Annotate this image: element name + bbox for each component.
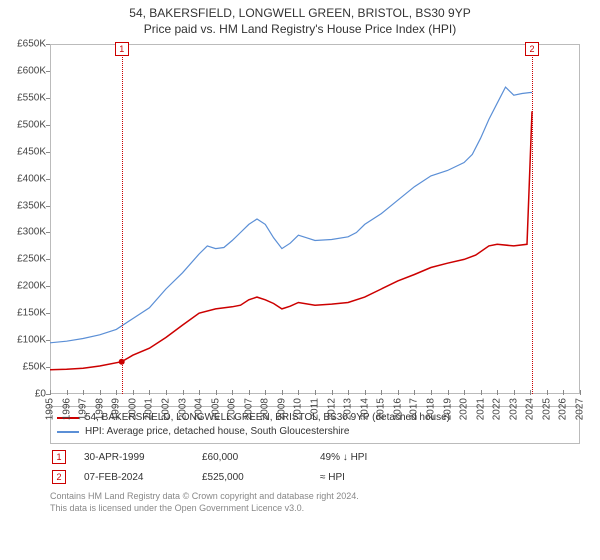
- page-subtitle: Price paid vs. HM Land Registry's House …: [0, 22, 600, 36]
- x-axis-label: 2006: [227, 398, 238, 420]
- x-axis-label: 1997: [78, 398, 89, 420]
- transaction-price: £60,000: [202, 452, 302, 463]
- x-axis-label: 2005: [210, 398, 221, 420]
- y-axis-label: £100K: [17, 335, 46, 346]
- y-axis-label: £650K: [17, 39, 46, 50]
- y-axis-label: £300K: [17, 227, 46, 238]
- license-text: Contains HM Land Registry data © Crown c…: [50, 490, 580, 514]
- x-axis-label: 2020: [459, 398, 470, 420]
- transaction-price: £525,000: [202, 472, 302, 483]
- x-axis-label: 2002: [160, 398, 171, 420]
- transaction-date: 07-FEB-2024: [84, 472, 184, 483]
- legend-block: 54, BAKERSFIELD, LONGWELL GREEN, BRISTOL…: [50, 406, 580, 514]
- x-axis-label: 2015: [376, 398, 387, 420]
- y-axis-label: £50K: [23, 362, 46, 373]
- x-axis-label: 1996: [61, 398, 72, 420]
- event-marker-line: [122, 44, 123, 394]
- legend-row: HPI: Average price, detached house, Sout…: [57, 425, 573, 439]
- x-axis-label: 2024: [525, 398, 536, 420]
- x-axis-label: 2014: [359, 398, 370, 420]
- transaction-marker: 1: [52, 450, 66, 464]
- x-axis-label: 2004: [194, 398, 205, 420]
- x-axis-label: 2026: [558, 398, 569, 420]
- event-marker-line: [532, 44, 533, 394]
- y-axis-label: £350K: [17, 200, 46, 211]
- y-axis-label: £500K: [17, 119, 46, 130]
- x-axis-label: 2025: [541, 398, 552, 420]
- y-axis-label: £400K: [17, 173, 46, 184]
- transaction-row: 2 07-FEB-2024 £525,000 ≈ HPI: [50, 470, 580, 484]
- x-axis-label: 1999: [111, 398, 122, 420]
- transaction-marker: 2: [52, 470, 66, 484]
- x-axis-label: 2018: [425, 398, 436, 420]
- transaction-delta: ≈ HPI: [320, 472, 420, 483]
- x-axis-label: 2011: [310, 398, 321, 420]
- x-axis-label: 2003: [177, 398, 188, 420]
- license-line: This data is licensed under the Open Gov…: [50, 502, 580, 514]
- x-axis-label: 2012: [326, 398, 337, 420]
- page-title: 54, BAKERSFIELD, LONGWELL GREEN, BRISTOL…: [0, 6, 600, 20]
- legend-label: HPI: Average price, detached house, Sout…: [85, 425, 349, 439]
- event-marker-box: 1: [115, 42, 129, 56]
- x-axis-label: 2013: [343, 398, 354, 420]
- x-axis-label: 2022: [492, 398, 503, 420]
- x-axis-label: 2000: [127, 398, 138, 420]
- x-axis-label: 2016: [392, 398, 403, 420]
- x-axis-label: 2008: [260, 398, 271, 420]
- y-axis-label: £200K: [17, 281, 46, 292]
- x-axis-label: 2019: [442, 398, 453, 420]
- x-axis-label: 2001: [144, 398, 155, 420]
- transaction-date: 30-APR-1999: [84, 452, 184, 463]
- x-axis-label: 2009: [276, 398, 287, 420]
- y-axis-label: £450K: [17, 146, 46, 157]
- transaction-row: 1 30-APR-1999 £60,000 49% ↓ HPI: [50, 450, 580, 464]
- x-axis-label: 2017: [409, 398, 420, 420]
- legend-swatch: [57, 431, 79, 433]
- chart-area: £0£50K£100K£150K£200K£250K£300K£350K£400…: [50, 44, 580, 394]
- x-axis-label: 1998: [94, 398, 105, 420]
- license-line: Contains HM Land Registry data © Crown c…: [50, 490, 580, 502]
- event-marker-box: 2: [525, 42, 539, 56]
- y-axis-label: £250K: [17, 254, 46, 265]
- y-axis-label: £150K: [17, 308, 46, 319]
- plot-svg: [50, 44, 580, 394]
- x-axis-label: 2010: [293, 398, 304, 420]
- x-axis-label: 1995: [45, 398, 56, 420]
- y-axis-label: £550K: [17, 92, 46, 103]
- transaction-delta: 49% ↓ HPI: [320, 452, 420, 463]
- x-axis-label: 2023: [508, 398, 519, 420]
- transactions: 1 30-APR-1999 £60,000 49% ↓ HPI 2 07-FEB-2024…: [50, 450, 580, 484]
- y-axis-label: £600K: [17, 65, 46, 76]
- x-axis-label: 2021: [475, 398, 486, 420]
- x-axis-label: 2007: [243, 398, 254, 420]
- x-axis-label: 2027: [575, 398, 586, 420]
